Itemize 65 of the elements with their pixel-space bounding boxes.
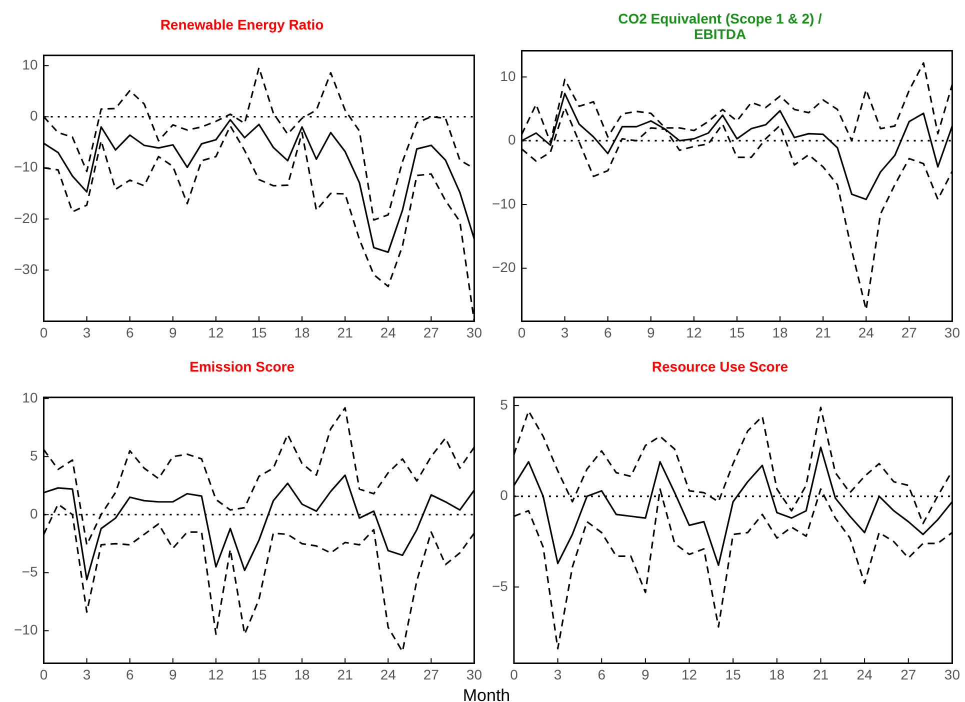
x-tick-label: 27 [423,666,440,682]
x-tick-label: 3 [82,666,91,682]
x-tick-label: 27 [900,666,916,682]
x-tick-label: 21 [337,324,354,340]
x-tick-label: 24 [380,324,396,340]
y-tick-label: −10 [14,158,38,175]
x-tick-label: 12 [208,324,224,340]
x-tick-label: 30 [944,666,960,682]
y-tick-label: −20 [492,259,516,276]
x-tick-label: 30 [466,324,482,340]
y-tick-label: −20 [14,210,38,226]
x-tick-label: 18 [294,324,310,340]
y-tick-label: 10 [500,68,516,84]
x-axis-title: Month [462,686,512,702]
x-tick-label: 27 [901,324,918,340]
x-tick-label: 18 [769,666,785,682]
chart-title: Resource Use Score [652,358,788,375]
x-tick-label: 30 [944,324,960,340]
y-tick-label: 0 [508,132,516,148]
x-tick-label: 9 [168,324,177,340]
y-tick-label: 0 [30,108,38,124]
x-tick-label: 21 [815,324,832,340]
y-tick-label: 5 [500,396,508,412]
x-tick-label: 6 [126,666,134,682]
x-tick-label: 3 [82,324,91,340]
chart-title: Renewable Energy Ratio [160,16,324,33]
x-tick-label: 18 [772,324,788,340]
y-tick-label: −30 [14,260,38,277]
x-tick-label: 12 [208,666,224,682]
y-tick-label: 5 [30,447,38,464]
y-tick-label: −5 [492,578,508,594]
x-tick-label: 6 [604,324,612,340]
chart-title: CO2 Equivalent (Scope 1 & 2) / EBITDA [618,10,822,42]
x-tick-label: 15 [725,666,742,682]
x-tick-label: 15 [251,324,267,340]
x-tick-label: 3 [554,666,562,682]
x-tick-label: 3 [560,324,569,340]
x-tick-label: 0 [40,324,48,340]
x-tick-label: 18 [294,666,310,682]
y-tick-label: −10 [492,195,516,212]
x-tick-label: 9 [168,666,177,682]
chart-title: Emission Score [189,358,295,375]
x-tick-label: 30 [466,666,482,682]
x-tick-label: 0 [40,666,48,682]
x-tick-label: 12 [686,324,702,340]
x-tick-label: 21 [812,666,829,682]
x-tick-label: 6 [598,666,606,682]
x-tick-label: 9 [642,666,650,682]
x-tick-label: 15 [729,324,745,340]
y-tick-label: 10 [22,389,38,406]
x-tick-label: 24 [856,666,873,682]
y-tick-label: 0 [30,505,38,522]
x-tick-label: 21 [337,666,354,682]
x-tick-label: 27 [423,324,440,340]
x-tick-label: 9 [646,324,655,340]
x-tick-label: 0 [518,324,526,340]
x-tick-label: 6 [126,324,134,340]
y-tick-label: 0 [500,487,508,504]
x-tick-label: 12 [681,666,698,682]
x-tick-label: 24 [858,324,874,340]
y-tick-label: 10 [22,56,38,72]
y-tick-label: −10 [14,622,38,638]
y-tick-label: −5 [22,564,38,580]
x-tick-label: 24 [380,666,396,682]
x-tick-label: 15 [251,666,267,682]
